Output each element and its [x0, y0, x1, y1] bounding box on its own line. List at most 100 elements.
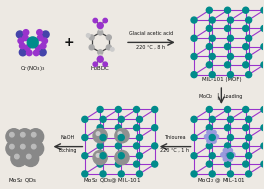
Circle shape: [261, 125, 264, 131]
Circle shape: [152, 143, 158, 149]
Text: Glacial acetic acid: Glacial acetic acid: [129, 31, 173, 36]
Circle shape: [206, 7, 212, 13]
Circle shape: [209, 35, 215, 41]
Circle shape: [206, 161, 212, 167]
Circle shape: [115, 129, 129, 143]
Circle shape: [191, 53, 197, 60]
Circle shape: [224, 62, 230, 68]
Circle shape: [106, 45, 111, 50]
Circle shape: [191, 153, 197, 159]
Circle shape: [134, 125, 140, 131]
Circle shape: [17, 141, 33, 156]
Circle shape: [206, 62, 212, 68]
Circle shape: [227, 153, 233, 159]
Circle shape: [261, 106, 264, 112]
Circle shape: [115, 161, 121, 167]
Circle shape: [100, 116, 106, 122]
Circle shape: [37, 35, 43, 41]
Circle shape: [191, 17, 197, 23]
Circle shape: [26, 50, 32, 56]
Circle shape: [98, 30, 103, 35]
Circle shape: [97, 143, 103, 149]
Circle shape: [31, 132, 36, 137]
Circle shape: [227, 35, 233, 41]
Circle shape: [228, 157, 233, 161]
Circle shape: [93, 62, 97, 66]
Circle shape: [212, 139, 216, 143]
Text: H$_2$BDC: H$_2$BDC: [90, 64, 110, 73]
Circle shape: [93, 18, 97, 23]
Circle shape: [209, 53, 215, 60]
Circle shape: [98, 27, 102, 30]
Circle shape: [103, 18, 107, 23]
Circle shape: [10, 132, 14, 137]
Circle shape: [40, 43, 46, 49]
Circle shape: [27, 37, 38, 48]
Circle shape: [224, 7, 230, 13]
Text: MoS$_2$ QDs: MoS$_2$ QDs: [8, 176, 37, 185]
Circle shape: [16, 31, 23, 38]
Circle shape: [224, 106, 230, 112]
Circle shape: [191, 135, 197, 140]
Circle shape: [223, 148, 228, 153]
Circle shape: [261, 62, 264, 68]
Circle shape: [21, 144, 25, 149]
Circle shape: [209, 153, 215, 159]
Circle shape: [261, 7, 264, 13]
Circle shape: [136, 153, 143, 159]
Circle shape: [10, 144, 14, 149]
Circle shape: [136, 171, 143, 177]
Circle shape: [35, 45, 41, 50]
Circle shape: [106, 35, 111, 40]
Circle shape: [227, 53, 233, 60]
Circle shape: [243, 62, 249, 68]
Text: +: +: [63, 36, 74, 49]
Circle shape: [118, 171, 124, 177]
Circle shape: [212, 130, 216, 135]
Circle shape: [115, 106, 121, 112]
Circle shape: [246, 116, 252, 122]
Circle shape: [100, 135, 106, 140]
Circle shape: [243, 7, 249, 13]
Circle shape: [152, 125, 158, 131]
Circle shape: [82, 153, 88, 159]
Circle shape: [115, 143, 121, 149]
Circle shape: [246, 72, 252, 78]
Text: Cr(NO$_3$)$_3$: Cr(NO$_3$)$_3$: [20, 64, 46, 73]
Circle shape: [134, 161, 140, 167]
Circle shape: [191, 72, 197, 78]
Circle shape: [224, 125, 230, 131]
Circle shape: [209, 134, 215, 140]
Circle shape: [34, 50, 39, 56]
Text: 220 °C , 8 h: 220 °C , 8 h: [136, 44, 165, 49]
Circle shape: [118, 116, 124, 122]
Circle shape: [206, 125, 212, 131]
Circle shape: [152, 106, 158, 112]
Circle shape: [246, 53, 252, 60]
Circle shape: [19, 49, 26, 56]
Circle shape: [209, 135, 215, 140]
Circle shape: [42, 31, 49, 38]
Circle shape: [118, 153, 124, 159]
Circle shape: [209, 116, 215, 122]
Circle shape: [136, 116, 143, 122]
Circle shape: [21, 132, 25, 137]
Text: MoCl$_2$: MoCl$_2$: [197, 93, 213, 101]
Circle shape: [103, 62, 107, 66]
Circle shape: [227, 171, 233, 177]
Circle shape: [261, 161, 264, 167]
Circle shape: [227, 72, 233, 78]
Circle shape: [89, 45, 94, 50]
Circle shape: [28, 129, 44, 145]
Circle shape: [97, 56, 103, 62]
Circle shape: [15, 154, 19, 159]
Circle shape: [207, 139, 211, 143]
Circle shape: [209, 72, 215, 78]
Circle shape: [42, 38, 48, 44]
Text: Thiourea: Thiourea: [164, 135, 186, 140]
Circle shape: [221, 153, 225, 157]
Circle shape: [152, 161, 158, 167]
Circle shape: [97, 22, 103, 29]
Text: |: |: [216, 94, 219, 101]
Circle shape: [98, 54, 102, 58]
